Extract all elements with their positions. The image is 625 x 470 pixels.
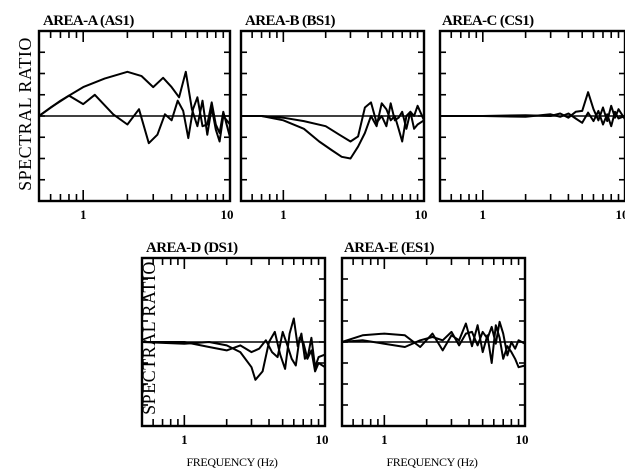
series-line-d-2	[141, 330, 326, 373]
x-tick-label-1: 1	[280, 207, 287, 222]
panel-area-d: AREA-D (DS1) 1 10	[140, 240, 329, 447]
x-tick-label-10: 10	[516, 432, 529, 447]
panel-area-c: AREA-C (CS1) 1 10	[438, 13, 625, 222]
x-tick-label-1: 1	[80, 207, 87, 222]
series-line-a-1	[38, 70, 231, 143]
series-line-e-2	[341, 320, 526, 357]
panel-title-b: AREA-B (BS1)	[245, 13, 335, 29]
x-tick-label-1: 1	[181, 432, 188, 447]
series-line-b-1	[240, 101, 425, 143]
x-axis-label-e: FREQUENCY (Hz)	[387, 455, 478, 469]
panel-title-a: AREA-A (AS1)	[43, 13, 134, 29]
y-axis-label-top: SPECTRAL RATIO	[15, 37, 35, 191]
series-line-a-2	[38, 93, 231, 145]
panel-title-c: AREA-C (CS1)	[442, 13, 534, 29]
x-tick-label-1: 1	[480, 207, 487, 222]
panel-title-e: AREA-E (ES1)	[344, 240, 434, 256]
x-axis-label-d: FREQUENCY (Hz)	[187, 455, 278, 469]
panel-title-d: AREA-D (DS1)	[146, 240, 238, 256]
x-tick-label-10: 10	[415, 207, 428, 222]
panel-area-e: AREA-E (ES1) 1 10	[340, 240, 529, 447]
panel-area-b: AREA-B (BS1) 1 10	[239, 13, 428, 222]
x-tick-label-1: 1	[381, 432, 388, 447]
series-line-b-2	[240, 102, 425, 160]
x-tick-label-10: 10	[616, 207, 625, 222]
panel-area-a: AREA-A (AS1) 1 10	[37, 13, 234, 222]
series-line-c-2	[439, 109, 625, 128]
x-tick-label-10: 10	[316, 432, 329, 447]
x-tick-label-10: 10	[221, 207, 234, 222]
